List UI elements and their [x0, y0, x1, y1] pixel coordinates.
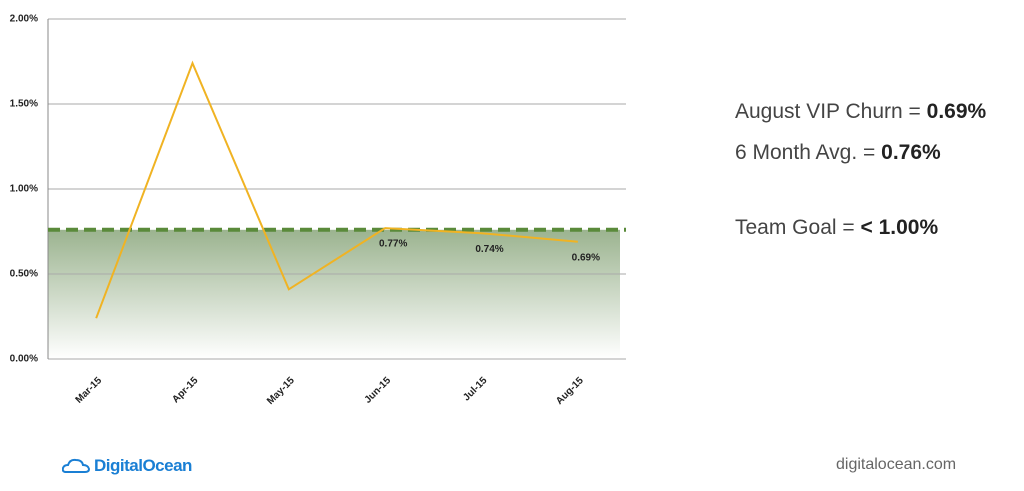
- x-tick-label: Mar-15: [74, 375, 105, 406]
- summary-line: 6 Month Avg. = 0.76%: [735, 141, 941, 165]
- summary-value: 0.76%: [881, 141, 941, 164]
- brand: DigitalOcean: [62, 456, 192, 476]
- brand-name: DigitalOcean: [94, 456, 192, 475]
- x-tick-label: Aug-15: [554, 375, 586, 407]
- data-label: 0.74%: [475, 244, 503, 255]
- y-tick-label: 1.50%: [10, 99, 38, 110]
- url: digitalocean.com: [836, 456, 957, 473]
- brand-logo: [62, 458, 90, 473]
- data-label: 0.77%: [379, 239, 407, 250]
- summary-value: 0.69%: [926, 100, 987, 123]
- summary-value: < 1.00%: [860, 216, 939, 239]
- summary-label: August VIP Churn =: [735, 100, 921, 123]
- goal-band: [48, 229, 620, 359]
- x-tick-label: May-15: [265, 375, 297, 407]
- x-tick-label: Apr-15: [170, 375, 200, 405]
- y-tick-label: 2.00%: [10, 14, 38, 25]
- series-line: [95, 60, 578, 319]
- chart: 0.00% 0.50% 1.00% 1.50% 2.00% Mar-15 Apr-15 May…: [10, 14, 626, 407]
- y-tick-label: 0.50%: [10, 269, 38, 280]
- summary-label: Team Goal =: [735, 216, 855, 239]
- summary-label: 6 Month Avg. =: [735, 141, 876, 164]
- x-tick-label: Jun-15: [363, 375, 394, 406]
- y-tick-label: 0.00%: [10, 354, 38, 365]
- summary-line: Team Goal = < 1.00%: [735, 216, 938, 240]
- data-label: 0.69%: [572, 252, 600, 263]
- summary-line: August VIP Churn = 0.69%: [735, 100, 986, 124]
- x-tick-label: Jul-15: [461, 375, 490, 404]
- y-tick-label: 1.00%: [10, 184, 38, 195]
